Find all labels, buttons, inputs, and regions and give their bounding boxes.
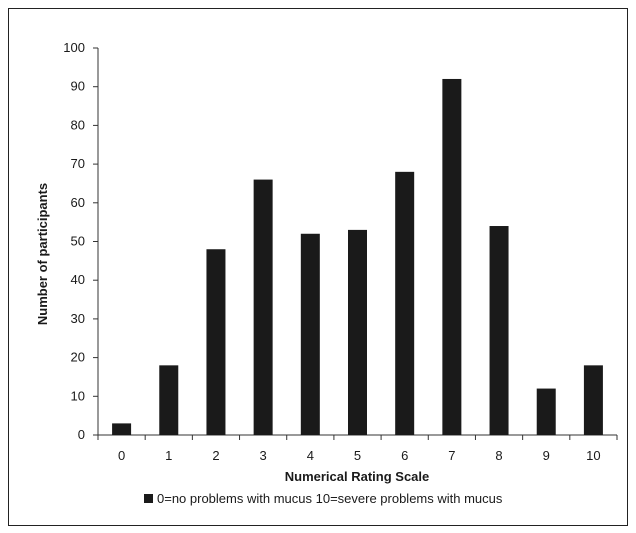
y-tick-label: 0 [78,427,85,442]
bar [395,171,415,435]
y-tick-label: 40 [71,272,85,287]
y-tick-label: 20 [71,350,85,365]
y-tick-label: 60 [71,195,85,210]
x-axis: 0 1 2 3 4 5 6 7 8 9 10 [97,434,618,463]
x-tick-label: 0 [118,448,125,463]
y-tick-label: 70 [71,156,85,171]
bar [583,365,603,435]
y-axis: 0 10 20 30 40 50 60 70 80 90 100 [63,40,99,442]
legend-swatch [144,494,153,503]
y-tick-label: 50 [71,234,85,249]
bar [112,423,132,435]
bar [442,78,462,436]
y-tick-label: 80 [71,117,85,132]
bar [253,179,273,435]
bar [348,229,367,435]
y-tick-label: 10 [71,388,85,403]
bars [112,78,603,436]
bar [536,388,556,435]
x-tick-label: 4 [307,448,314,463]
y-tick-label: 30 [71,311,85,326]
x-tick-label: 2 [212,448,219,463]
x-tick-label: 7 [448,448,455,463]
y-tick-label: 90 [71,79,85,94]
y-axis-title: Number of participants [35,183,50,325]
y-tick-label: 100 [63,40,85,55]
legend: 0=no problems with mucus 10=severe probl… [144,491,503,506]
x-tick-label: 6 [401,448,408,463]
x-tick-label: 10 [586,448,600,463]
x-tick-label: 9 [543,448,550,463]
x-axis-title: Numerical Rating Scale [285,469,430,484]
legend-entry: 0=no problems with mucus 10=severe probl… [157,491,503,506]
x-tick-label: 5 [354,448,361,463]
x-tick-label: 1 [165,448,172,463]
x-tick-label: 3 [260,448,267,463]
bar [206,249,226,435]
bar [300,233,320,435]
x-tick-label: 8 [495,448,502,463]
bar [159,365,179,435]
bar [489,226,509,435]
